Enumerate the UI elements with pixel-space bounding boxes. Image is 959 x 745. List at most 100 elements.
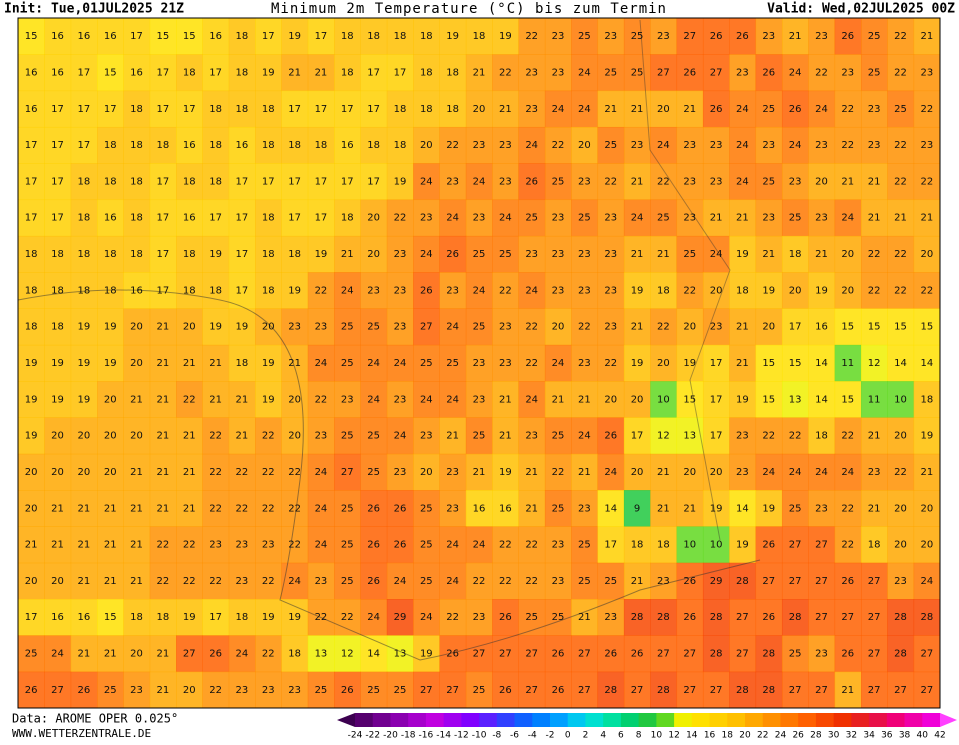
temperature-cell [623,163,651,201]
temperature-value: 18 [130,140,143,151]
temperature-cell [492,163,520,201]
temperature-value: 18 [104,249,117,260]
temperature-cell [413,18,440,55]
temperature-value: 24 [446,540,459,551]
temperature-cell [781,54,809,92]
colorbar-segment [390,713,409,727]
colorbar-segment [496,713,515,727]
colorbar-label: -4 [528,731,537,741]
temperature-value: 20 [920,249,933,260]
temperature-cell [887,381,915,418]
temperature-cell [18,54,45,92]
temperature-value: 21 [209,358,222,369]
temperature-value: 25 [341,358,354,369]
temperature-value: 18 [367,31,380,42]
colorbar-label: 18 [722,731,734,741]
temperature-value: 25 [341,431,354,442]
temperature-value: 17 [236,213,249,224]
temperature-cell [623,381,651,418]
temperature-value: 24 [341,285,354,296]
temperature-value: 22 [604,176,617,187]
temperature-cell [676,526,704,564]
temperature-value: 17 [367,176,380,187]
temperature-cell [571,90,599,128]
temperature-cell [597,126,625,164]
temperature-value: 18 [104,140,117,151]
temperature-value: 16 [51,67,64,78]
temperature-cell [18,344,45,382]
temperature-cell [307,635,335,673]
temperature-value: 12 [868,358,881,369]
temperature-value: 15 [183,31,196,42]
temperature-cell [465,381,493,418]
temperature-value: 19 [710,503,723,514]
temperature-cell [465,18,493,55]
temperature-cell [755,562,783,600]
temperature-value: 14 [894,358,907,369]
temperature-cell [702,635,730,673]
temperature-value: 26 [552,649,565,660]
temperature-value: 17 [604,540,617,551]
temperature-value: 21 [25,540,38,551]
temperature-cell [123,599,151,636]
temperature-cell [97,344,124,382]
temperature-cell [97,163,124,201]
temperature-cell [123,453,151,491]
temperature-value: 21 [525,503,538,514]
temperature-cell [281,18,309,55]
temperature-value: 22 [525,540,538,551]
temperature-cell [18,235,45,273]
temperature-cell [413,671,440,709]
temperature-cell [439,381,467,418]
temperature-value: 23 [868,140,881,151]
temperature-value: 22 [657,322,670,333]
temperature-cell [70,199,98,237]
temperature-value: 25 [604,67,617,78]
temperature-value: 23 [683,140,696,151]
temperature-value: 23 [552,67,565,78]
temperature-value: 28 [736,576,749,587]
temperature-cell [571,344,599,382]
temperature-cell [650,599,678,636]
temperature-cell [860,671,888,709]
temperature-cell [808,344,836,382]
temperature-cell [307,126,335,164]
temperature-value: 27 [815,540,828,551]
temperature-value: 17 [262,31,275,42]
temperature-value: 19 [25,394,38,405]
temperature-cell [676,490,704,527]
temperature-value: 19 [631,285,644,296]
temperature-value: 17 [367,67,380,78]
temperature-value: 22 [868,285,881,296]
temperature-value: 19 [762,285,775,296]
temperature-cell [439,126,467,164]
temperature-value: 16 [130,285,143,296]
temperature-value: 26 [631,649,644,660]
temperature-value: 24 [315,503,328,514]
temperature-cell [176,199,203,237]
temperature-value: 19 [262,394,275,405]
temperature-cell [97,453,124,491]
temperature-cell [808,18,836,55]
temperature-value: 21 [130,394,143,405]
temperature-cell [176,163,203,201]
temperature-value: 14 [815,358,828,369]
temperature-value: 23 [446,503,459,514]
temperature-value: 23 [473,358,486,369]
temperature-value: 21 [51,540,64,551]
temperature-cell [518,635,546,673]
temperature-cell [860,308,888,346]
temperature-cell [44,490,72,527]
temperature-value: 26 [762,612,775,623]
temperature-cell [202,562,230,600]
temperature-cell [860,526,888,564]
temperature-value: 20 [288,431,301,442]
temperature-cell [202,453,230,491]
temperature-value: 24 [789,467,802,478]
temperature-cell [413,417,440,455]
temperature-value: 21 [130,576,143,587]
temperature-cell [149,526,177,564]
temperature-cell [70,18,98,55]
temperature-cell [228,18,256,55]
temperature-cell [834,671,862,709]
